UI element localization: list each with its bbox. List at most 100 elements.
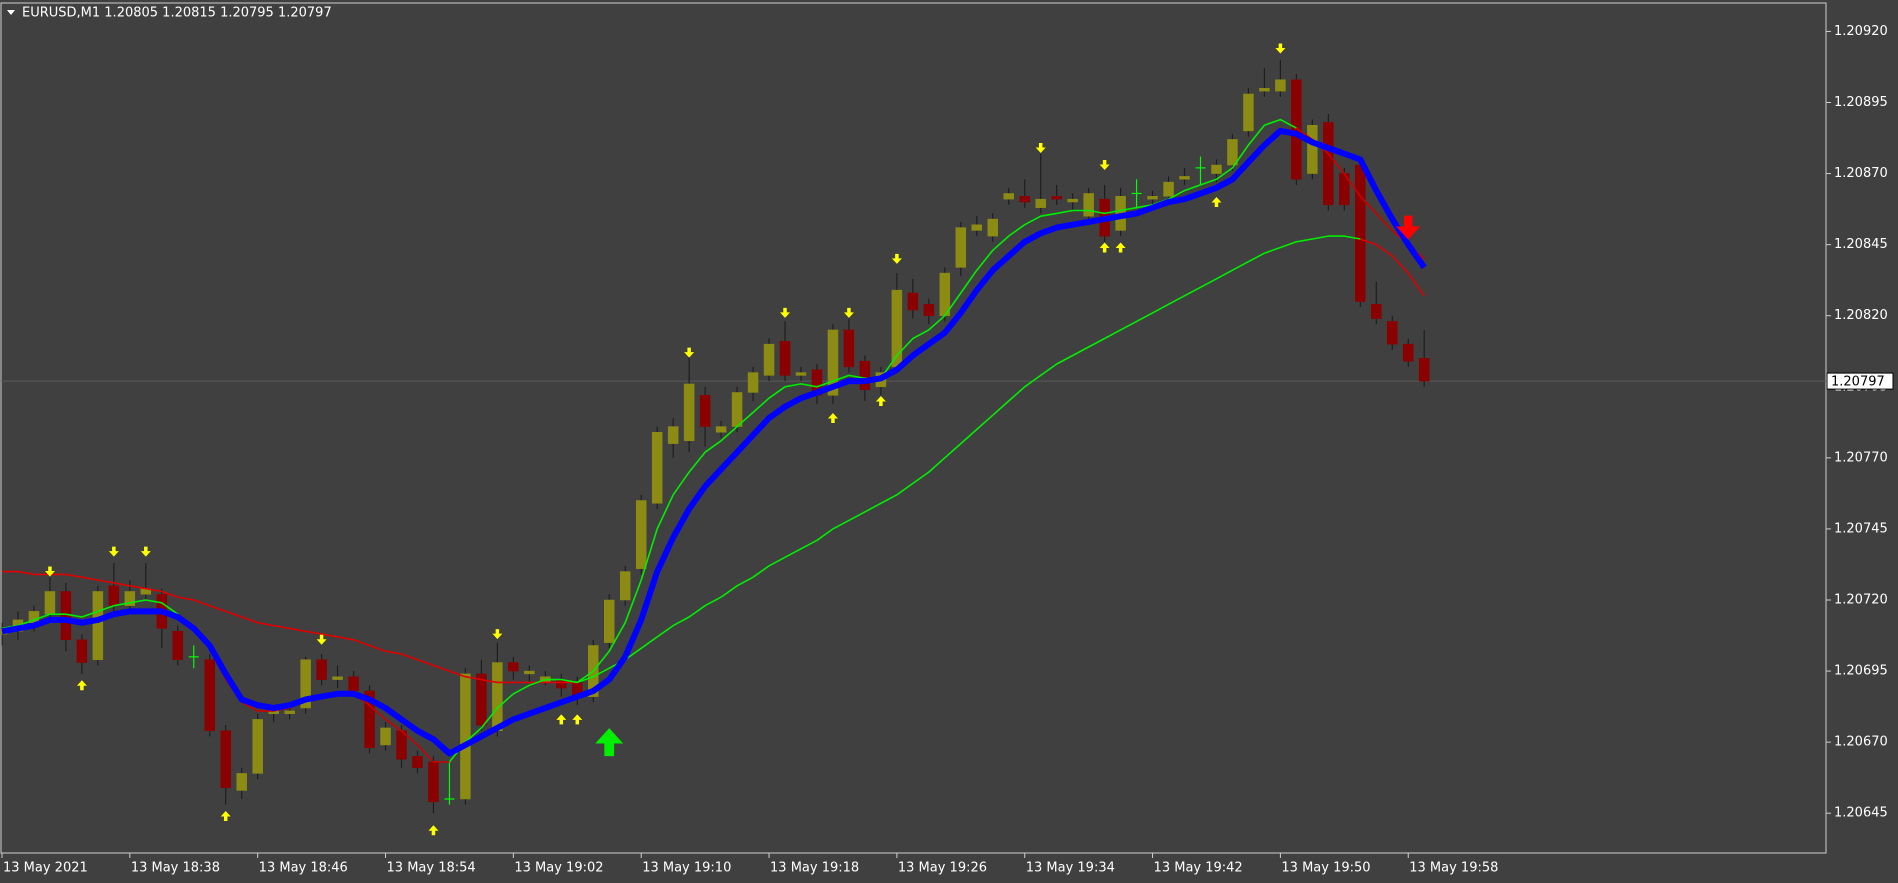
candle-body — [252, 719, 263, 774]
x-tick-label: 13 May 19:58 — [1409, 861, 1498, 876]
candle-body — [1243, 93, 1254, 132]
candle-body — [492, 662, 503, 732]
candle-body — [1291, 79, 1302, 180]
candle-body — [843, 329, 855, 368]
signal-arrow — [595, 728, 624, 757]
candle-body — [1227, 139, 1238, 166]
signal-arrow — [891, 253, 902, 264]
candle-body — [1147, 196, 1158, 200]
signal-arrow — [875, 395, 886, 406]
candle-body — [476, 673, 487, 726]
chart-title: EURUSD,M1 1.20805 1.20815 1.20795 1.2079… — [22, 6, 332, 21]
candle-body — [667, 426, 679, 444]
candle-body — [955, 227, 967, 268]
candle-body — [1003, 193, 1014, 200]
signal-arrow — [843, 307, 854, 318]
y-tick-label: 1.20695 — [1834, 664, 1888, 679]
signal-arrow — [1211, 196, 1222, 207]
candle-body — [428, 761, 439, 803]
candle-body — [1179, 176, 1190, 180]
signal-arrow — [1099, 242, 1110, 253]
signal-arrow — [827, 413, 838, 424]
candle-body — [715, 426, 727, 433]
candle-body — [1307, 124, 1318, 174]
signal-arrow — [1099, 160, 1110, 171]
y-tick-label: 1.20920 — [1834, 24, 1888, 39]
candle-body — [859, 360, 871, 390]
candle-body — [603, 599, 615, 643]
candle-body — [1355, 164, 1366, 302]
candle-body — [747, 372, 759, 393]
candle-body — [412, 756, 423, 768]
signal-arrow — [1115, 242, 1126, 253]
candle-body — [284, 710, 295, 714]
y-tick-label: 1.20645 — [1834, 806, 1888, 821]
candle-body — [92, 591, 104, 660]
candle-body — [124, 591, 136, 606]
candle-body — [779, 341, 791, 376]
candle-body — [524, 670, 535, 675]
candle-body — [1035, 198, 1046, 208]
candle-body — [172, 631, 184, 660]
price-label: 1.20797 — [1831, 375, 1885, 390]
candle-body — [635, 500, 647, 569]
candle-body — [1083, 193, 1094, 217]
candle-body — [619, 571, 631, 601]
signal-arrow — [1275, 43, 1286, 54]
x-tick-label: 13 May 19:26 — [898, 861, 987, 876]
signal-arrow — [44, 566, 55, 577]
y-tick-label: 1.20745 — [1834, 521, 1888, 536]
x-tick-label: 13 May 19:02 — [514, 861, 603, 876]
signal-arrow — [780, 307, 791, 318]
x-tick-label: 13 May 18:38 — [131, 861, 220, 876]
candle-body — [923, 304, 935, 316]
candle-body — [236, 773, 247, 791]
candle-body — [508, 662, 519, 672]
x-tick-label: 13 May 18:54 — [387, 861, 476, 876]
candle-body — [220, 730, 231, 788]
x-tick-label: 13 May 19:18 — [770, 861, 859, 876]
candle-body — [1051, 196, 1062, 200]
candle-body — [683, 383, 695, 442]
candle-body — [1275, 79, 1286, 92]
signal-arrow — [1396, 215, 1421, 240]
x-tick-label: 13 May 2021 — [3, 861, 88, 876]
signal-arrow — [316, 634, 327, 645]
candle-body — [763, 343, 775, 376]
candle-body — [1067, 198, 1078, 203]
x-tick-label: 13 May 19:50 — [1281, 861, 1370, 876]
signal-arrow — [428, 825, 439, 836]
candle-body — [300, 659, 311, 709]
candle-body — [1163, 181, 1174, 197]
candle-body — [1387, 321, 1398, 345]
y-tick-label: 1.20820 — [1834, 308, 1888, 323]
candle-body — [76, 639, 88, 663]
y-tick-label: 1.20895 — [1834, 95, 1888, 110]
signal-arrow — [492, 629, 503, 640]
x-tick-label: 13 May 19:34 — [1026, 861, 1115, 876]
candle-body — [396, 730, 407, 760]
candle-body — [204, 659, 215, 732]
x-tick-label: 13 May 19:42 — [1154, 861, 1243, 876]
candle-body — [699, 395, 711, 427]
signal-arrow — [76, 680, 87, 691]
price-label-box — [1826, 372, 1894, 390]
candle-body — [44, 591, 56, 615]
menu-triangle[interactable] — [7, 10, 15, 15]
y-tick-label: 1.20670 — [1834, 735, 1888, 750]
signal-arrow — [140, 546, 151, 557]
candle-body — [1418, 358, 1430, 382]
candle-body — [316, 659, 327, 680]
x-tick-label: 13 May 19:10 — [642, 861, 731, 876]
candle-body — [731, 392, 743, 427]
x-tick-label: 13 May 18:46 — [259, 861, 348, 876]
candle-body — [1371, 304, 1382, 319]
candle-body — [1019, 196, 1030, 203]
candle-body — [939, 272, 951, 316]
signal-arrow — [1035, 142, 1046, 153]
y-tick-label: 1.20870 — [1834, 166, 1888, 181]
signal-arrow — [108, 546, 119, 557]
candle-body — [795, 372, 807, 376]
